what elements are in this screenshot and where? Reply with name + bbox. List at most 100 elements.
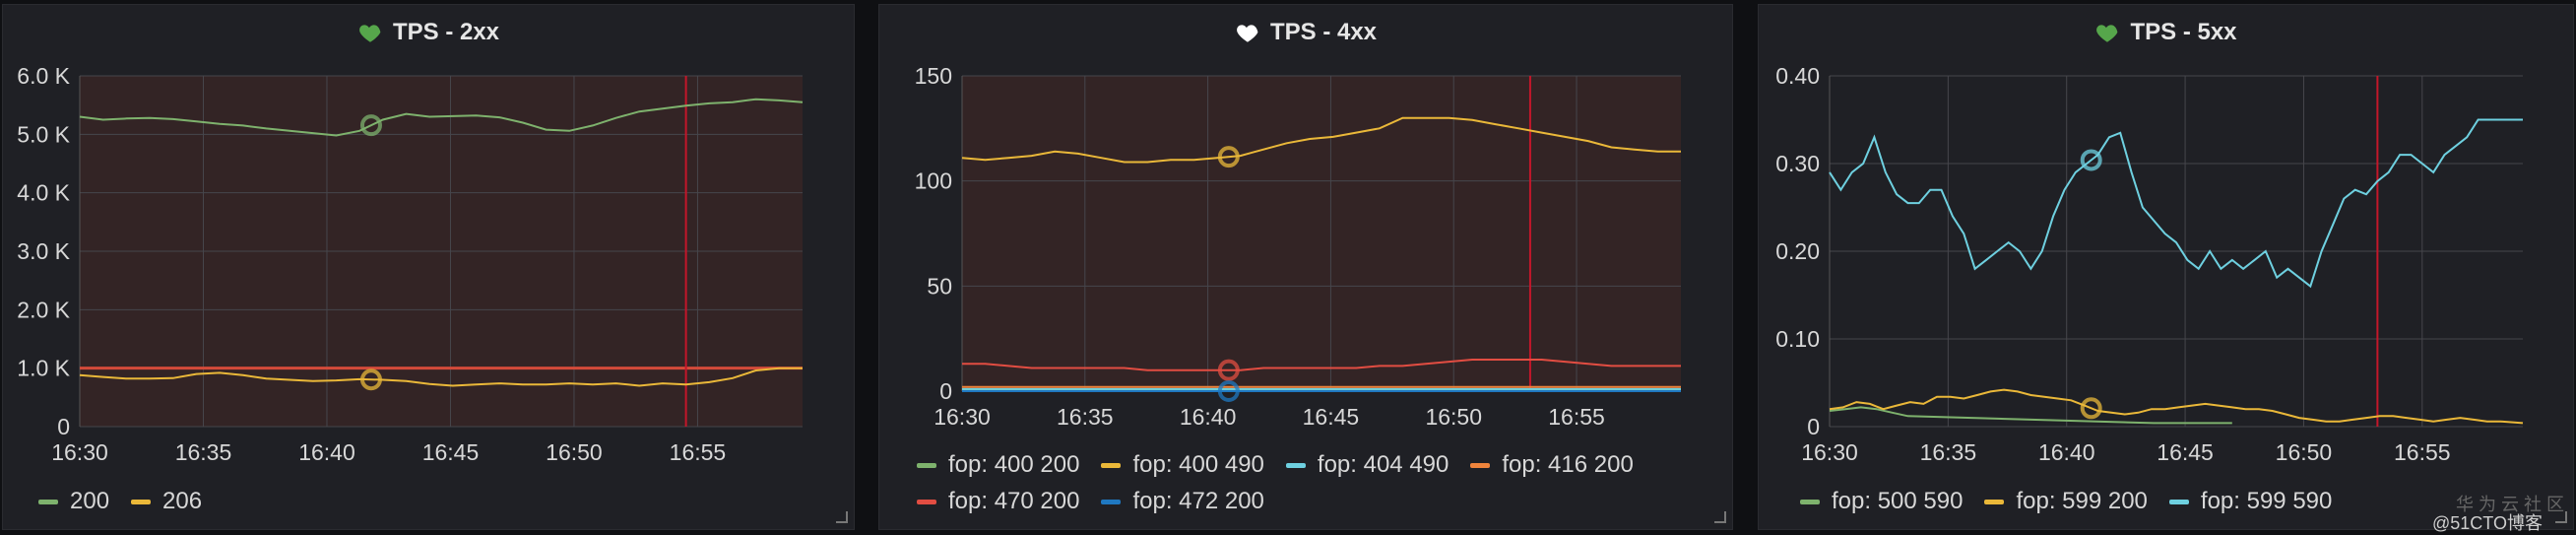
x-tick-label: 16:45: [422, 439, 480, 465]
y-tick-label: 0: [57, 414, 70, 439]
y-tick-label: 0: [939, 378, 952, 404]
legend-swatch: [2168, 499, 2189, 504]
legend-label: fop: 500 590: [1832, 488, 1964, 514]
legend-item[interactable]: 200: [38, 488, 109, 515]
chart-tps-2xx[interactable]: 0 1.0 K 2.0 K 3.0 K 4.0 K 5.0 K 6.0 K 16:30 16:3…: [3, 5, 856, 531]
legend-label: 206: [162, 488, 203, 514]
chart-tps-5xx[interactable]: 0 0.10 0.20 0.30 0.40 16:30 16:35 16:40 16:45 16:…: [1759, 5, 2575, 531]
x-tick-label: 16:35: [175, 439, 232, 465]
series-line: [1829, 406, 2232, 425]
y-tick-label: 0: [1807, 414, 1820, 439]
y-tick-label: 0.20: [1775, 238, 1820, 264]
legend-item[interactable]: fop: 599 590: [2168, 488, 2333, 515]
series-line: [961, 116, 1681, 164]
watermark-handle: @51CTO博客: [2432, 513, 2543, 533]
legend-swatch: [1285, 462, 1306, 468]
y-tick-label: 0.30: [1775, 151, 1820, 176]
x-tick-label: 16:55: [670, 439, 727, 465]
legend-item[interactable]: fop: 400 200: [917, 451, 1079, 479]
series-line: [79, 98, 804, 137]
x-tick-label: 16:45: [2157, 439, 2214, 465]
legend-label: fop: 400 490: [1132, 451, 1264, 478]
x-tick-label: 16:35: [1057, 404, 1114, 430]
panel-title-text: TPS - 5xx: [2130, 19, 2237, 45]
panel-tps-4xx: TPS - 4xx 0 50 100 150 16:30 16:35 16:40 16:45 1…: [878, 4, 1733, 530]
legend-label: fop: 599 200: [2016, 488, 2148, 514]
hover-marker: [1217, 359, 1240, 381]
x-tick-label: 16:30: [934, 404, 991, 430]
panel-title[interactable]: TPS - 4xx: [879, 19, 1732, 46]
y-tick-label: 2.0 K: [17, 297, 70, 322]
x-tick-label: 16:40: [298, 439, 355, 465]
legend-swatch: [1800, 499, 1820, 504]
legend-item[interactable]: fop: 416 200: [1470, 451, 1634, 479]
hover-marker: [2080, 397, 2102, 420]
y-tick-label: 50: [927, 273, 952, 299]
legend-swatch: [917, 499, 936, 504]
x-tick-label: 16:50: [546, 439, 603, 465]
legend-item[interactable]: fop: 404 490: [1285, 451, 1449, 479]
legend-label: 200: [70, 488, 110, 514]
legend-swatch: [1101, 499, 1122, 504]
x-tick-label: 16:35: [1920, 439, 1977, 465]
legend-swatch: [917, 462, 936, 468]
legend-label: fop: 470 200: [948, 488, 1080, 514]
panel-tps-2xx: TPS - 2xx 0 1.0 K 2.0 K 3.0 K 4.0 K 5.0 K 6.0 …: [2, 4, 855, 530]
heart-icon: [2096, 25, 2118, 42]
x-tick-label: 16:40: [1180, 404, 1237, 430]
y-tick-label: 0.10: [1775, 326, 1820, 352]
hover-marker: [2080, 149, 2102, 171]
legend-item[interactable]: fop: 500 590: [1800, 488, 1963, 515]
resize-handle-icon[interactable]: [836, 511, 848, 523]
resize-handle-icon[interactable]: [2555, 511, 2567, 523]
heart-icon: [1237, 25, 1258, 42]
plot-area: [962, 76, 1681, 391]
legend-swatch: [1470, 462, 1491, 468]
hover-marker: [1217, 380, 1240, 402]
y-tick-label: 3.0 K: [17, 238, 70, 264]
legend-item[interactable]: 206: [131, 488, 202, 515]
legend-swatch: [1984, 499, 2005, 504]
y-tick-label: 100: [915, 168, 952, 194]
x-tick-label: 16:40: [2038, 439, 2095, 465]
legend-label: fop: 400 200: [948, 451, 1080, 478]
y-tick-label: 1.0 K: [17, 356, 70, 381]
hover-marker: [1217, 146, 1240, 168]
legend-label: fop: 472 200: [1132, 488, 1264, 514]
legend-item[interactable]: fop: 472 200: [1101, 488, 1264, 515]
y-tick-label: 6.0 K: [17, 63, 70, 89]
panel-title-text: TPS - 4xx: [1269, 19, 1378, 45]
y-tick-label: 5.0 K: [17, 121, 70, 147]
legend-swatch: [131, 499, 152, 504]
legend-item[interactable]: fop: 599 200: [1984, 488, 2148, 515]
x-tick-label: 16:30: [1801, 439, 1858, 465]
hover-marker: [359, 368, 382, 391]
panel-title[interactable]: TPS - 5xx: [1759, 19, 2573, 46]
x-tick-label: 16:55: [1548, 404, 1605, 430]
legend-label: fop: 416 200: [1502, 451, 1634, 478]
legend-swatch: [38, 499, 58, 504]
series-line: [1829, 388, 2524, 425]
series-line: [1829, 118, 2523, 289]
x-tick-label: 16:55: [2394, 439, 2451, 465]
panel-title[interactable]: TPS - 2xx: [3, 19, 854, 46]
resize-handle-icon[interactable]: [1714, 511, 1726, 523]
legend-label: fop: 599 590: [2200, 488, 2333, 514]
x-tick-label: 16:50: [2276, 439, 2333, 465]
legend-swatch: [1101, 462, 1122, 468]
chart-tps-4xx[interactable]: 0 50 100 150 16:30 16:35 16:40 16:45 16:50 16:55: [879, 5, 1734, 531]
x-tick-label: 16:30: [51, 439, 108, 465]
y-tick-label: 150: [915, 63, 952, 89]
y-tick-label: 4.0 K: [17, 180, 70, 206]
panel-tps-5xx: TPS - 5xx 0 0.10 0.20 0.30 0.40 16:30 16:35 16:…: [1758, 4, 2574, 530]
watermark-text: 华 为 云 社 区: [2456, 495, 2565, 514]
hover-marker: [359, 114, 382, 137]
series-line: [962, 359, 1681, 371]
y-tick-label: 0.40: [1775, 63, 1820, 89]
x-tick-label: 16:50: [1425, 404, 1482, 430]
legend-item[interactable]: fop: 400 490: [1101, 451, 1264, 479]
x-tick-label: 16:45: [1303, 404, 1360, 430]
series-line: [79, 367, 803, 387]
legend-item[interactable]: fop: 470 200: [917, 488, 1079, 515]
panel-title-text: TPS - 2xx: [392, 19, 500, 45]
